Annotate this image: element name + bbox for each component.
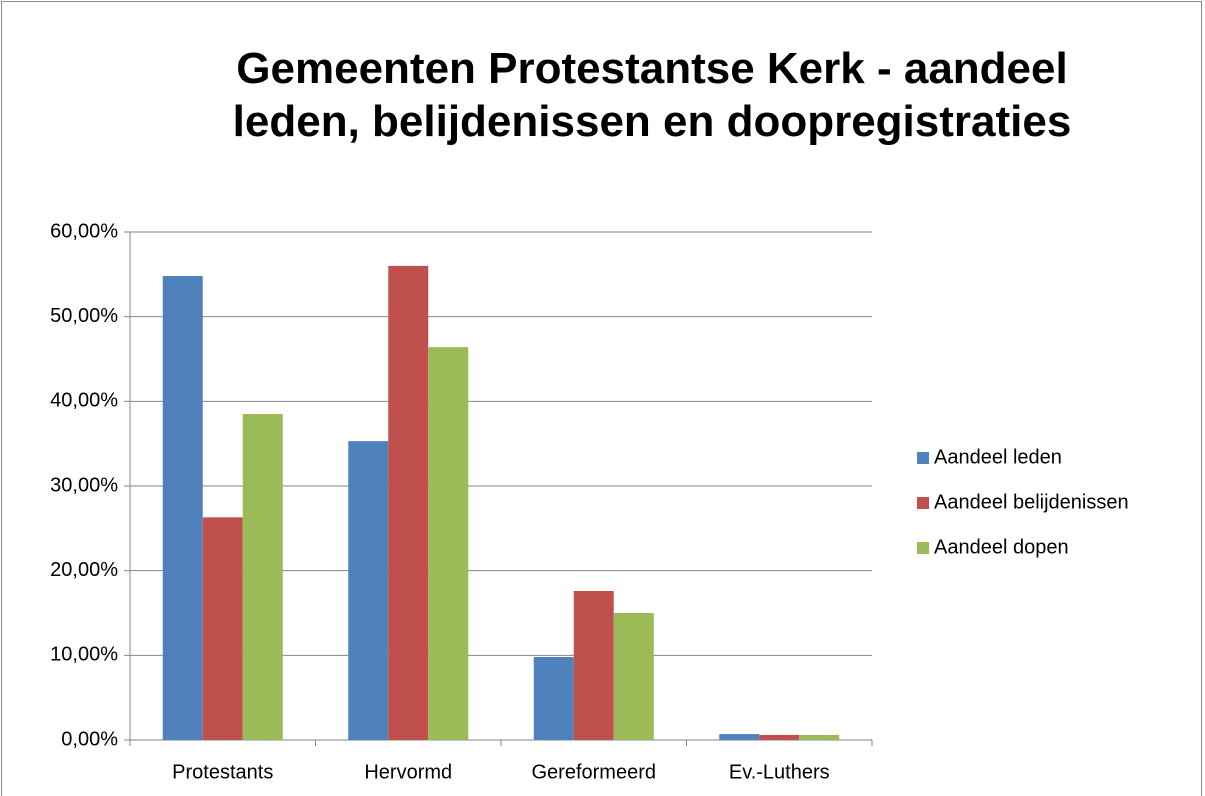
legend-label: Aandeel leden xyxy=(934,446,1062,468)
y-tick-label: 40,00% xyxy=(50,390,118,412)
legend-swatch xyxy=(917,497,929,509)
chart-title: Gemeenten Protestantse Kerk - aandeel le… xyxy=(232,44,1072,146)
y-tick-label: 50,00% xyxy=(50,305,118,327)
bar xyxy=(162,276,203,740)
bar xyxy=(759,734,800,740)
x-tick-label: Gereformeerd xyxy=(532,761,657,783)
bar xyxy=(533,657,574,740)
bar xyxy=(202,517,243,740)
bar xyxy=(348,441,389,740)
y-tick-label: 30,00% xyxy=(50,474,118,496)
bar xyxy=(428,347,469,740)
bar xyxy=(242,414,283,740)
legend-swatch xyxy=(917,542,929,554)
bar xyxy=(573,590,614,740)
x-tick-label: Ev.-Luthers xyxy=(729,761,830,783)
legend-label: Aandeel belijdenissen xyxy=(934,491,1129,513)
bar xyxy=(388,265,429,740)
y-tick-label: 10,00% xyxy=(50,644,118,666)
legend-label: Aandeel dopen xyxy=(934,536,1069,558)
y-tick-label: 0,00% xyxy=(61,728,118,750)
legend-swatch xyxy=(917,452,929,464)
bar xyxy=(613,613,654,740)
y-tick-label: 20,00% xyxy=(50,559,118,581)
x-tick-label: Protestants xyxy=(172,761,273,783)
bar xyxy=(799,734,840,740)
y-tick-label: 60,00% xyxy=(50,220,118,242)
bar xyxy=(719,734,760,740)
x-tick-label: Hervormd xyxy=(364,761,452,783)
